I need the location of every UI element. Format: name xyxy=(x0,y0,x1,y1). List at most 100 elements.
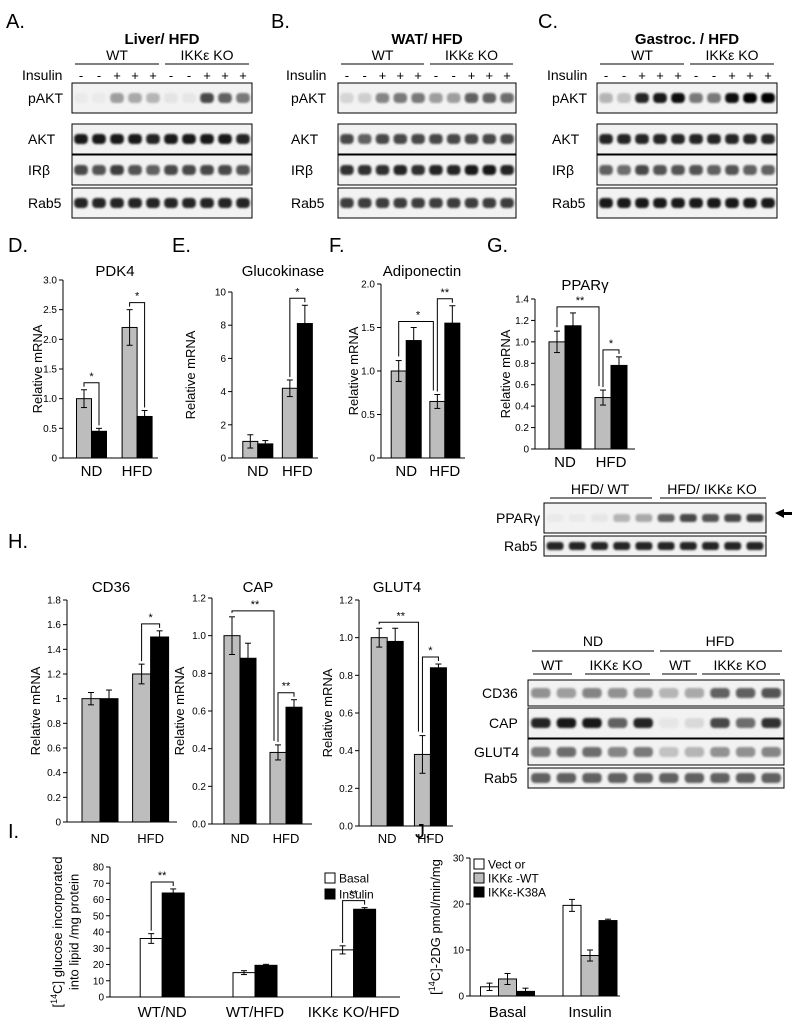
blot-band xyxy=(375,134,390,144)
blot-band xyxy=(128,134,142,144)
blot-band xyxy=(164,198,178,208)
significance-bracket xyxy=(436,298,453,392)
blot-band xyxy=(702,514,719,522)
y-tick-label: 0.6 xyxy=(192,707,206,718)
blot-band xyxy=(635,514,653,522)
y-tick-label: 0.5 xyxy=(361,410,375,421)
panel-label-c: C. xyxy=(538,11,558,33)
blot-title: WAT/ HFD xyxy=(391,31,463,48)
blot-band xyxy=(500,165,514,175)
y-tick-label: 0.2 xyxy=(339,784,353,795)
blot-band xyxy=(411,165,425,175)
panel-label-h: H. xyxy=(8,531,28,553)
bar xyxy=(91,430,107,459)
y-tick-label: 0.8 xyxy=(192,669,206,680)
insulin-sign: + xyxy=(379,68,387,83)
blot-band xyxy=(556,718,577,728)
y-tick-label: 4 xyxy=(220,387,226,398)
x-category-label: HFD xyxy=(282,463,313,480)
blot-band xyxy=(182,198,196,208)
x-category-label: HFD xyxy=(273,831,300,846)
chart-h1: CD36 0 0.2 0.4 0.6 0.8 1 1.2 1.4 1.6 1.8 Relative m… xyxy=(28,579,177,846)
significance-label: * xyxy=(416,310,421,322)
genotype-label: IKKε KO xyxy=(445,47,498,63)
insulin-label: Insulin xyxy=(286,67,326,83)
chart-title: CAP xyxy=(243,579,274,596)
blot-band xyxy=(761,718,781,728)
y-tick-label: 0.4 xyxy=(47,768,61,779)
blot-band xyxy=(92,134,106,144)
blot-band xyxy=(613,542,631,550)
blot-band xyxy=(735,688,756,698)
blot-band xyxy=(617,198,631,208)
blot-band xyxy=(500,134,514,144)
blot-band xyxy=(375,93,390,103)
insulin-label: Insulin xyxy=(22,67,62,83)
blot-band xyxy=(556,688,577,698)
y-tick-label: 1.4 xyxy=(47,645,61,656)
y-tick-label: 1.0 xyxy=(43,394,57,405)
y-tick-label: 1.2 xyxy=(47,670,61,681)
blot-title: Liver/ HFD xyxy=(124,31,199,48)
panel-label-i: I. xyxy=(8,821,19,843)
y-tick-label: 30 xyxy=(453,854,465,865)
insulin-sign: + xyxy=(503,68,511,83)
blot-band xyxy=(164,93,178,103)
y-tick-label: 2 xyxy=(220,420,226,431)
blot-band xyxy=(684,747,705,757)
blot-band xyxy=(218,165,232,175)
blot-band xyxy=(236,198,250,208)
significance-label: * xyxy=(148,612,153,624)
blot-band xyxy=(761,165,775,175)
blot-band xyxy=(599,198,613,208)
x-category-label: HFD xyxy=(596,454,627,471)
y-tick-label: 2.0 xyxy=(361,280,375,291)
blot-band xyxy=(146,165,160,175)
bar xyxy=(610,364,628,450)
blot-band xyxy=(482,165,497,175)
blot-band xyxy=(429,198,443,208)
y-tick-label: 1.2 xyxy=(339,596,353,607)
significance-bracket xyxy=(602,349,620,388)
significance-bracket xyxy=(289,297,306,377)
blot-band xyxy=(357,165,372,175)
blot-band xyxy=(653,198,667,208)
blot-band xyxy=(182,165,196,175)
blot-band xyxy=(218,134,232,144)
blot-band xyxy=(182,134,196,144)
significance-bracket xyxy=(378,621,419,732)
blot-band xyxy=(393,165,408,175)
x-category-label: Basal xyxy=(489,1004,527,1021)
blot-row-label: Rab5 xyxy=(552,195,586,211)
blot-band xyxy=(653,165,667,175)
y-tick-label: 0.0 xyxy=(192,820,206,831)
significance-bracket xyxy=(231,610,275,741)
blot-band xyxy=(617,93,631,103)
significance-label: ** xyxy=(158,870,167,882)
y-tick-label: 20 xyxy=(93,960,105,971)
blot-band xyxy=(635,165,649,175)
y-tick-label: 10 xyxy=(93,976,105,987)
y-tick-label: 0.2 xyxy=(192,782,206,793)
blot-band xyxy=(707,93,721,103)
insulin-sign: + xyxy=(764,68,772,83)
insulin-sign: + xyxy=(221,68,229,83)
significance-label: ** xyxy=(576,295,585,307)
blot-band xyxy=(743,165,757,175)
y-tick-label: 2.5 xyxy=(43,305,57,316)
blot-band xyxy=(679,542,697,550)
blot-band xyxy=(464,134,479,144)
insulin-sign: + xyxy=(149,68,157,83)
blot-band xyxy=(546,542,564,550)
legend-swatch xyxy=(473,886,485,898)
blot-band xyxy=(464,165,479,175)
panel-label-f: F. xyxy=(329,235,345,257)
chart-g: PPARγ 0 0.2 0.4 0.6 0.8 1.0 1.2 1.4 Relative mRNA… xyxy=(498,277,635,471)
blot-panel-g: HFD/ WT HFD/ IKKε KO PPARγ Rab5 xyxy=(496,481,792,557)
y-tick-label: 40 xyxy=(93,928,105,939)
insulin-sign: + xyxy=(746,68,754,83)
bar xyxy=(405,340,422,459)
blot-band xyxy=(393,198,408,208)
y-tick-label: 0 xyxy=(458,992,464,1003)
